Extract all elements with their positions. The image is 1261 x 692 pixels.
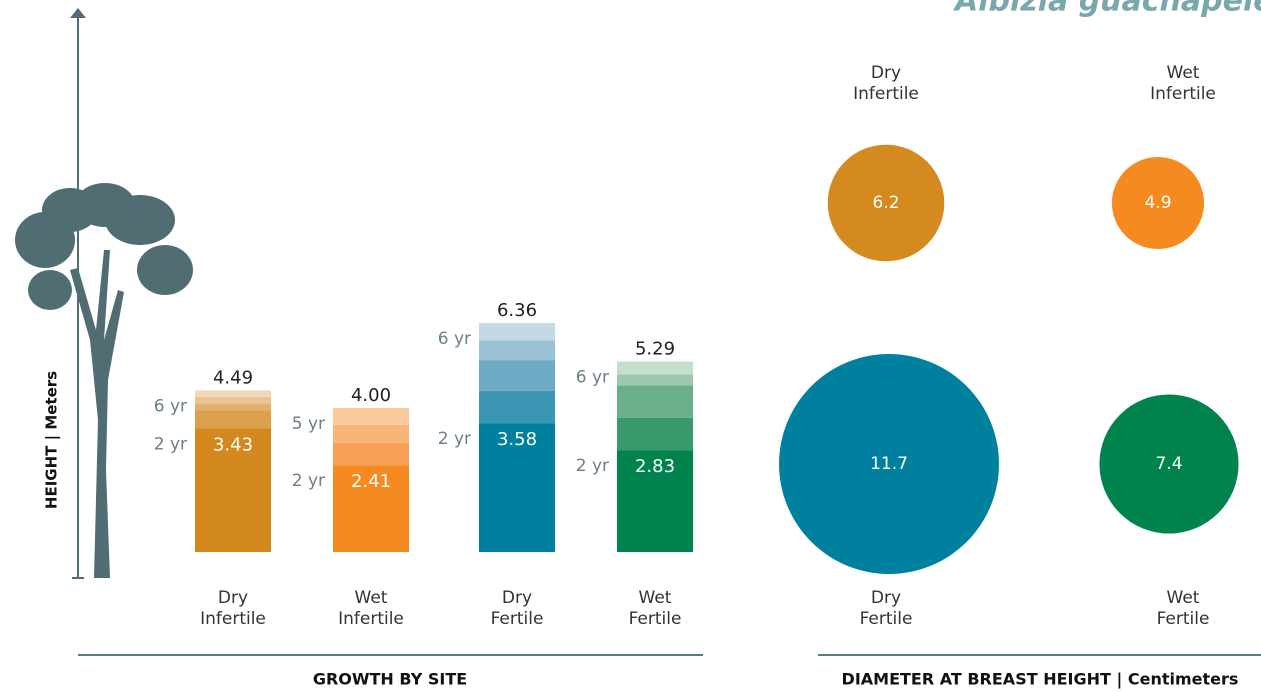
year-label: 2 yr: [438, 429, 471, 449]
title: Albizia guachapele: [953, 0, 1261, 19]
bar-segment: [617, 418, 693, 450]
year-label: 5 yr: [292, 414, 325, 434]
category-label: Wet: [355, 588, 388, 608]
total-label: 4.49: [213, 367, 253, 388]
bar-segment: [195, 403, 271, 410]
bar-segment: [479, 360, 555, 391]
category-label: Infertile: [853, 84, 919, 104]
axis-arrow: [70, 8, 86, 18]
bar-segment: [479, 323, 555, 340]
value-label: 2.83: [635, 456, 675, 477]
bar-segment: [479, 391, 555, 423]
category-label: Infertile: [338, 609, 404, 629]
value-label: 11.7: [870, 454, 908, 474]
bar-segment: [333, 425, 409, 443]
category-label: Dry: [871, 63, 901, 83]
value-label: 7.4: [1155, 454, 1182, 474]
category-label: Fertile: [491, 609, 544, 629]
value-label: 3.43: [213, 435, 253, 456]
x-axis-label: DIAMETER AT BREAST HEIGHT | Centimeters: [842, 670, 1239, 690]
category-label: Fertile: [629, 609, 682, 629]
category-label: Infertile: [1150, 84, 1216, 104]
y-axis-label: HEIGHT | Meters: [43, 371, 62, 509]
category-label: Dry: [218, 588, 248, 608]
value-label: 3.58: [497, 429, 537, 450]
category-label: Fertile: [1157, 609, 1210, 629]
total-label: 4.00: [351, 385, 391, 406]
infographic: Albizia guachapele HEIGHT | Meters GROWT…: [0, 0, 1261, 692]
year-label: 6 yr: [154, 396, 187, 416]
total-label: 5.29: [635, 339, 675, 360]
category-label: Fertile: [860, 609, 913, 629]
category-label: Wet: [639, 588, 672, 608]
bar-segment: [617, 385, 693, 417]
year-label: 2 yr: [576, 456, 609, 476]
bar-segment: [195, 397, 271, 403]
value-label: 2.41: [351, 471, 391, 492]
category-label: Wet: [1167, 588, 1200, 608]
bar-segment: [195, 411, 271, 429]
bar-segment: [479, 340, 555, 360]
value-label: 4.9: [1144, 193, 1171, 213]
category-label: Dry: [502, 588, 532, 608]
year-label: 6 yr: [576, 368, 609, 388]
value-label: 6.2: [872, 193, 899, 213]
category-label: Infertile: [200, 609, 266, 629]
bar-segment: [333, 408, 409, 425]
bar-segment: [617, 375, 693, 386]
x-axis-label: GROWTH BY SITE: [313, 670, 467, 689]
bar-segment: [195, 390, 271, 396]
year-label: 2 yr: [292, 471, 325, 491]
category-label: Dry: [871, 588, 901, 608]
year-label: 2 yr: [154, 435, 187, 455]
bar-segment: [617, 362, 693, 375]
total-label: 6.36: [497, 300, 537, 321]
year-label: 6 yr: [438, 329, 471, 349]
bar-segment: [333, 443, 409, 465]
category-label: Wet: [1167, 63, 1200, 83]
